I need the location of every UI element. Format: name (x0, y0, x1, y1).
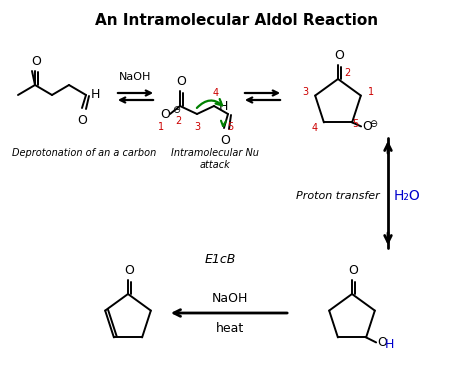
Text: O: O (362, 120, 372, 133)
Text: 2: 2 (175, 116, 181, 126)
Text: E1cB: E1cB (204, 253, 236, 266)
Text: 5: 5 (227, 122, 233, 132)
Text: O: O (348, 264, 358, 277)
FancyArrowPatch shape (197, 99, 222, 108)
Text: ⊖: ⊖ (369, 119, 377, 130)
Text: Proton transfer: Proton transfer (296, 191, 380, 201)
Text: O: O (176, 75, 186, 88)
Text: 3: 3 (194, 122, 200, 132)
Text: ⊖: ⊖ (172, 105, 180, 115)
Text: 1: 1 (158, 122, 164, 132)
Text: 5: 5 (352, 119, 358, 130)
Text: Deprotonation of an a carbon: Deprotonation of an a carbon (12, 148, 156, 158)
Text: H: H (91, 88, 100, 101)
Text: O: O (124, 264, 134, 277)
Text: H: H (385, 338, 394, 351)
Text: H₂O: H₂O (394, 189, 421, 203)
Text: O: O (220, 134, 230, 147)
Text: NaOH: NaOH (119, 72, 151, 82)
Text: 4: 4 (213, 88, 219, 98)
Text: O: O (377, 336, 387, 349)
Text: O: O (334, 49, 344, 62)
Text: O: O (77, 114, 87, 127)
Text: H: H (219, 99, 228, 112)
FancyArrowPatch shape (221, 121, 226, 126)
Text: 1: 1 (368, 86, 374, 97)
Text: 4: 4 (312, 123, 318, 133)
Text: Intramolecular Nu
attack: Intramolecular Nu attack (171, 148, 259, 170)
Text: 2: 2 (344, 68, 350, 78)
Text: 3: 3 (302, 86, 308, 97)
Text: heat: heat (216, 322, 244, 335)
Text: NaOH: NaOH (212, 292, 248, 305)
Text: An Intramolecular Aldol Reaction: An Intramolecular Aldol Reaction (95, 13, 379, 28)
Text: O: O (160, 107, 170, 120)
Text: O: O (31, 55, 41, 68)
